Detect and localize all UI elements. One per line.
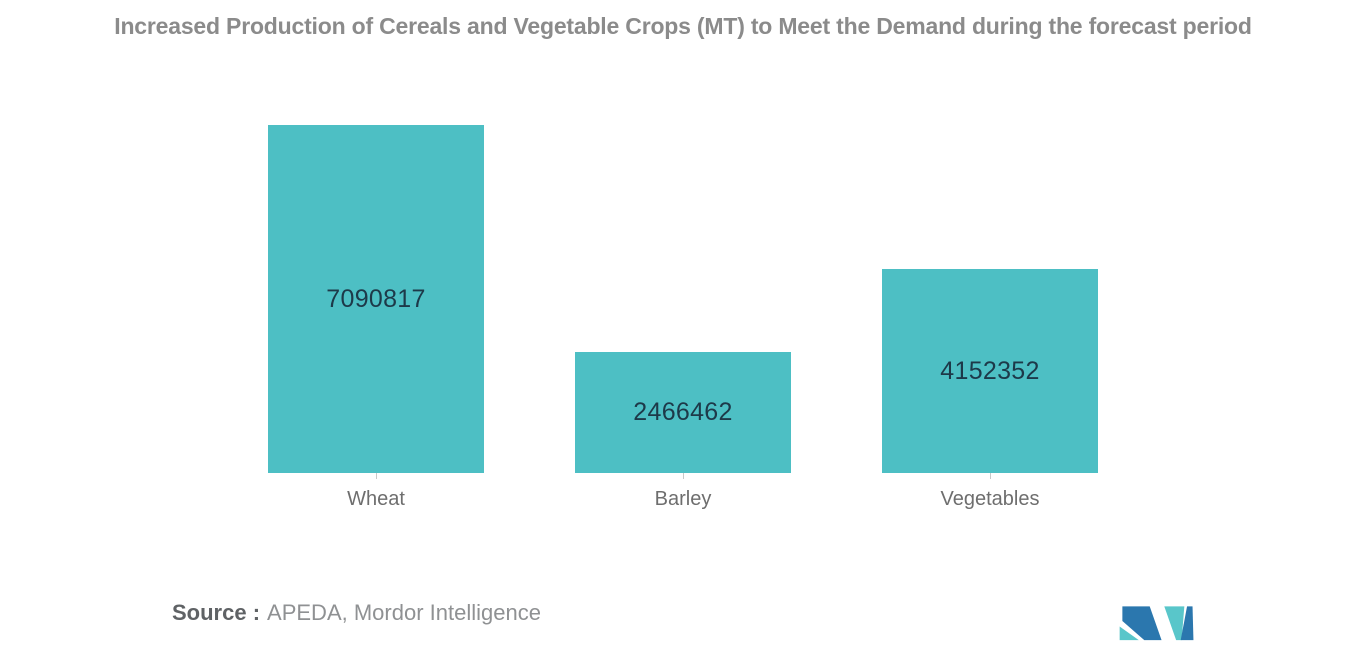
bar-group: 4152352 Vegetables <box>837 125 1144 510</box>
source-caption: Source : APEDA, Mordor Intelligence <box>172 600 541 626</box>
category-label: Barley <box>654 488 712 510</box>
source-text: APEDA, Mordor Intelligence <box>267 600 541 625</box>
logo-teal-right-wedge <box>1164 606 1185 641</box>
source-prefix: Source : <box>172 600 261 625</box>
bar-value-label: 4152352 <box>940 356 1040 385</box>
bar-chart: 7090817 Wheat 2466462 Barley 4152352 Veg… <box>0 125 1366 510</box>
axis-tick-icon <box>990 473 991 479</box>
bar: 2466462 <box>575 352 791 473</box>
chart-title: Increased Production of Cereals and Vege… <box>114 13 1252 39</box>
bar-group: 7090817 Wheat <box>223 125 530 510</box>
logo-blue-right-band <box>1180 606 1194 641</box>
category-label: Vegetables <box>940 488 1040 510</box>
category-label: Wheat <box>347 488 405 510</box>
logo-blue-left-band <box>1122 606 1162 641</box>
bar-value-label: 7090817 <box>326 284 426 313</box>
axis-tick-icon <box>683 473 684 479</box>
bar: 4152352 <box>882 269 1098 473</box>
axis-tick-icon <box>376 473 377 479</box>
bar: 7090817 <box>268 125 484 473</box>
bar-group: 2466462 Barley <box>530 125 837 510</box>
mordor-intelligence-logo <box>1119 606 1194 641</box>
bar-value-label: 2466462 <box>633 398 733 426</box>
